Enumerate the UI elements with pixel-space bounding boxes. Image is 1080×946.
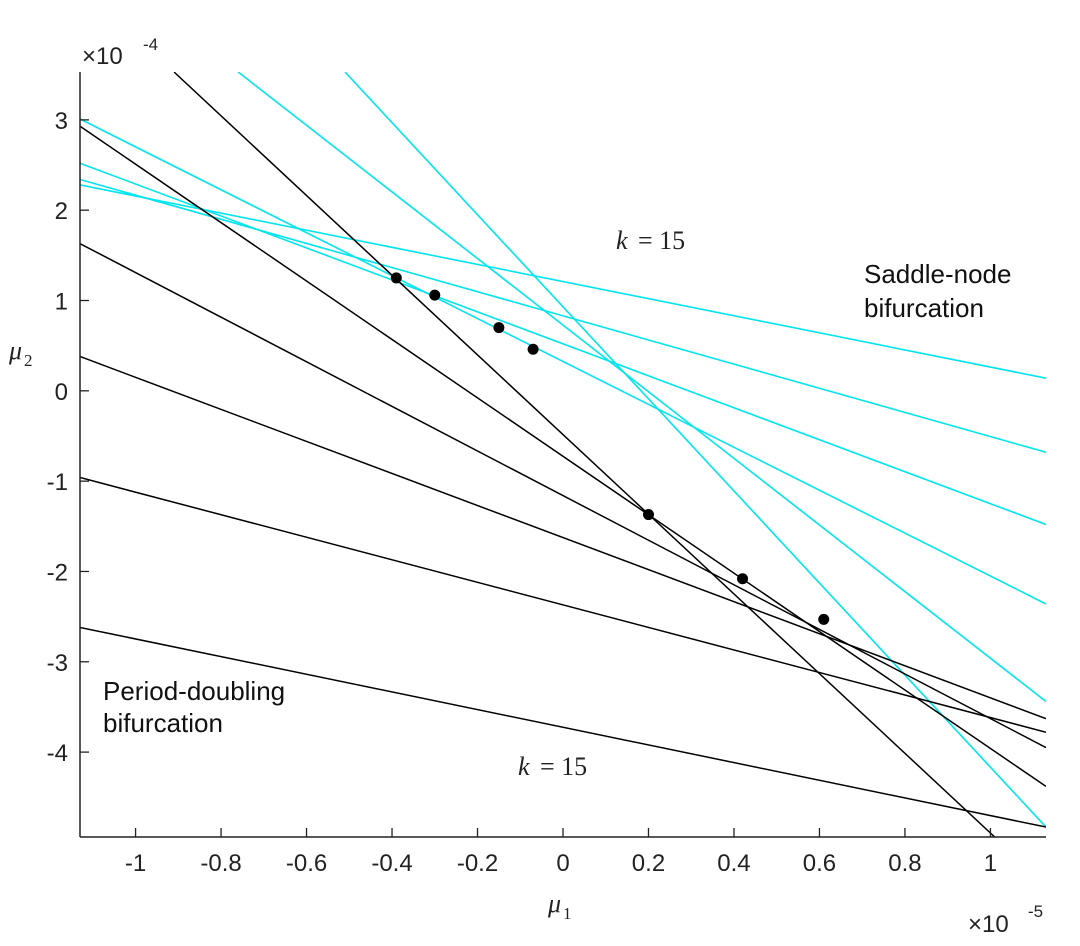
x-tick-label: 0.6 [803, 850, 836, 877]
data-point-4 [527, 343, 539, 355]
data-point-1 [390, 272, 402, 284]
data-point-6 [737, 573, 749, 585]
period-doubling-label: Period-doubling bifurcation [103, 676, 285, 738]
x-tick-label: 0.2 [632, 850, 665, 877]
svg-text:bifurcation: bifurcation [864, 293, 984, 323]
svg-text:= 15: = 15 [540, 752, 587, 781]
x-tick-label: 0.4 [717, 850, 750, 877]
annotation-k-bottom: k = 15 [518, 752, 587, 781]
black-line-4 [80, 355, 1046, 720]
black-line-2 [80, 125, 1046, 788]
data-point-5 [642, 509, 654, 521]
y-tick-label: 3 [55, 108, 68, 135]
y-tick-label: -2 [47, 559, 68, 586]
y-tick-label: 1 [55, 289, 68, 316]
series-lines [80, 72, 1046, 837]
cyan-line-6 [80, 184, 1046, 379]
svg-text:μ: μ [547, 889, 561, 918]
svg-text:= 15: = 15 [638, 226, 685, 255]
x-axis-label: μ 1 [547, 889, 572, 923]
data-point-2 [429, 289, 441, 301]
x-tick-label: -1 [125, 850, 146, 877]
x-axis-ticks: -1 -0.8 -0.6 -0.4 -0.2 0 0.2 0.4 0.6 0.8 1 [125, 828, 997, 877]
x-tick-label: 1 [984, 850, 997, 877]
black-line-1 [173, 72, 996, 837]
y-tick-label: -1 [47, 469, 68, 496]
svg-text:2: 2 [24, 351, 33, 370]
y-tick-label: 2 [55, 198, 68, 225]
saddle-node-label: Saddle-node bifurcation [864, 259, 1011, 323]
y-axis-ticks: -4 -3 -2 -1 0 1 2 3 [47, 108, 89, 767]
cyan-line-5 [80, 178, 1046, 454]
cyan-line-4 [80, 162, 1046, 526]
data-point-3 [493, 322, 505, 334]
y-axis-multiplier: ×10 [82, 43, 123, 70]
x-axis-multiplier: ×10 [968, 911, 1009, 938]
black-line-3 [80, 242, 1046, 749]
svg-text:Period-doubling: Period-doubling [103, 676, 285, 706]
cyan-line-1 [237, 72, 1046, 703]
svg-text:1: 1 [563, 904, 572, 923]
black-line-5 [80, 476, 1046, 733]
svg-text:k: k [616, 226, 628, 255]
y-tick-label: 0 [55, 379, 68, 406]
x-tick-label: 0 [556, 850, 569, 877]
svg-text:μ: μ [8, 336, 22, 365]
annotation-k-top: k = 15 [616, 226, 685, 255]
x-tick-label: -0.6 [286, 850, 327, 877]
x-tick-label: 0.8 [888, 850, 921, 877]
black-line-6 [80, 626, 1046, 828]
x-tick-label: -0.2 [457, 850, 498, 877]
cyan-line-3 [80, 118, 1046, 605]
svg-text:Saddle-node: Saddle-node [864, 259, 1011, 289]
svg-text:bifurcation: bifurcation [103, 708, 223, 738]
x-tick-label: -0.8 [200, 850, 241, 877]
y-tick-label: -3 [47, 650, 68, 677]
data-point-7 [818, 613, 830, 625]
y-tick-label: -4 [47, 740, 68, 767]
intersection-points [390, 272, 830, 625]
y-axis-multiplier-exponent: -4 [143, 35, 158, 54]
x-axis-multiplier-exponent: -5 [1028, 902, 1043, 921]
x-tick-label: -0.4 [371, 850, 412, 877]
y-axis-label: μ 2 [8, 336, 33, 370]
svg-text:k: k [518, 752, 530, 781]
